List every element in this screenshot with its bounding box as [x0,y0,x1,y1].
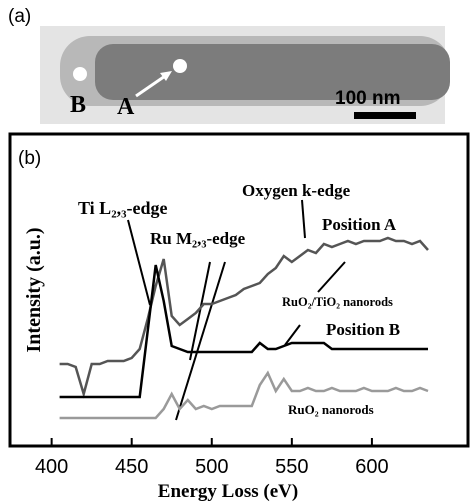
series-line [59,236,429,399]
scale-label: 100 nm [335,88,400,109]
plot-frame [8,132,470,448]
annotation: Position B [326,320,400,339]
point-label: B [70,92,86,118]
x-axis-title: Energy Loss (eV) [158,481,298,502]
annotation: RuO₂/TiO₂ nanorods [282,295,393,309]
annotation-arrows [127,199,346,421]
series-line [59,264,428,399]
panel-label: (a) [8,6,31,27]
rod-core [95,44,450,100]
annotation: Position A [322,215,397,234]
annotation: Oxygen k-edge [242,181,351,200]
panel-label: (b) [18,148,41,169]
point-label: A [117,94,135,120]
point-b-marker [73,67,87,81]
scale-bar [354,112,416,119]
series-line [59,370,429,420]
x-tick-label: 400 [35,456,68,478]
arrow-head [160,71,172,81]
x-tick-label: 550 [275,456,308,478]
arrow [135,72,169,98]
x-tick-label: 450 [115,456,148,478]
annotation: RuO₂ nanorods [288,402,374,417]
x-tick-label: 600 [355,456,388,478]
x-tick-label: 500 [195,456,228,478]
annotation: Ru M₂,₃-edge [150,229,246,248]
y-axis-title: Intensity (a.u.) [23,227,45,352]
annotation: Ti L₂,₃-edge [78,198,167,218]
point-a-marker [173,59,187,73]
